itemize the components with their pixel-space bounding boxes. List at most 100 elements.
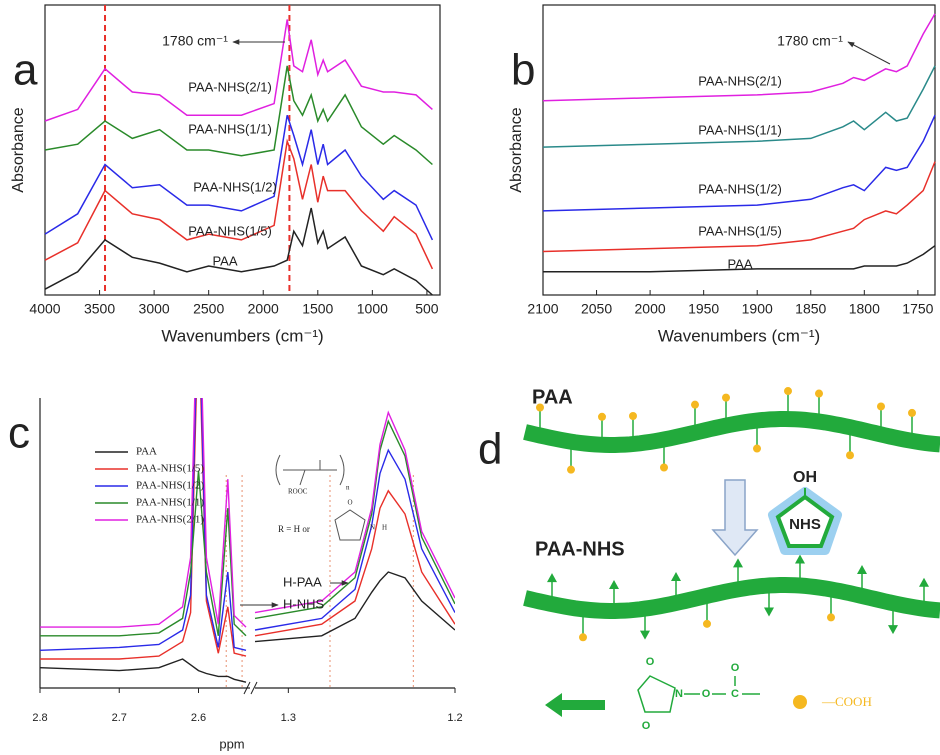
cooh-dot [579,633,587,642]
series-label: PAA-NHS(1/2) [698,181,782,196]
legend-arrow [545,693,605,717]
nhs-arrow [733,558,743,568]
atom-label: O [642,720,651,732]
spectrum-line [542,114,936,212]
legend-label: PAA-NHS(1/1) [136,497,204,509]
polymer-label: PAA-NHS [535,538,625,560]
legend-label: PAA-NHS(2/1) [136,514,204,526]
x-tick-label: 2.7 [112,712,127,724]
series-label: PAA [212,253,237,268]
legend-label: —COOH [821,694,872,709]
nhs-arrow [547,573,557,583]
x-axis-label: Wavenumbers (cm⁻¹) [658,326,820,345]
nmr-line [40,470,247,637]
nmr-line [40,398,247,651]
x-tick-label: 1850 [795,301,826,317]
atom-label: O [731,662,740,674]
x-tick-label: 2000 [248,301,279,317]
cooh-dot [846,451,854,460]
y-axis-label: Absorbance [10,107,27,192]
cooh-dot [536,403,544,412]
reagent-label: NHS [789,516,821,533]
cooh-dot [877,402,885,411]
polymer-backbone [523,411,940,453]
legend-label: PAA-NHS(1/2) [136,480,204,492]
atom-label: O [646,656,655,668]
series-label: PAA-NHS(1/5) [698,223,782,238]
atom-label: O [702,688,711,700]
x-tick-label: 2500 [193,301,224,317]
nhs-arrow [919,577,929,587]
x-tick-label: 1950 [688,301,719,317]
atom-label: N [675,688,683,700]
legend-dot [793,695,807,709]
spectrum-line [542,13,936,102]
x-tick-label: 2050 [581,301,612,317]
cooh-dot [703,619,711,628]
structure-label: R = H or [278,524,310,534]
x-axis-label: ppm [219,736,244,751]
cooh-dot [629,412,637,421]
x-tick-label: 1800 [849,301,880,317]
structure-label: O [347,499,352,507]
polymer-label: PAA [532,386,573,408]
nhs-arrow [888,625,898,635]
nhs-arrow [764,607,774,617]
annotation: 1780 cm⁻¹ [162,33,228,49]
nhs-arrow [640,630,650,640]
axis-break [243,681,258,695]
cooh-dot [827,613,835,622]
cooh-dot [567,465,575,474]
structure-label: ROOC [288,488,308,496]
cooh-dot [815,389,823,398]
nmr-line [40,398,247,628]
annotation: 1780 cm⁻¹ [777,33,843,49]
series-label: PAA-NHS(1/1) [188,121,272,136]
series-label: PAA-NHS(1/2) [193,179,277,194]
series-label: PAA-NHS(1/1) [698,122,782,137]
nmr-line [40,658,247,683]
series-label: PAA-NHS(2/1) [188,79,272,94]
nhs-ring [775,494,835,548]
nhs-arrow [795,554,805,564]
bracket [275,454,345,486]
spectrum-line [44,138,434,270]
structure-label: n [346,484,350,492]
nmr-line [254,489,455,637]
nhs-arrow [857,564,867,574]
panel-letter: c [8,409,30,458]
cooh-dot [722,393,730,402]
structure-label: N [370,524,375,532]
cooh-dot [660,463,668,472]
x-tick-label: 2100 [527,301,558,317]
x-axis-label: Wavenumbers (cm⁻¹) [161,326,323,345]
spectrum-line [542,65,936,148]
x-tick-label: 1.2 [447,712,462,724]
series-label: PAA-NHS(1/5) [188,223,272,238]
x-tick-label: 1.3 [281,712,296,724]
nmr-line [254,410,455,614]
x-tick-label: 1500 [302,301,333,317]
cooh-dot [908,408,916,417]
spectrum-line [44,19,433,122]
ester-ring [637,675,676,713]
x-tick-label: 2.8 [32,712,47,724]
x-tick-label: 3000 [139,301,170,317]
reagent-group: OH [793,469,817,486]
x-tick-label: 1000 [357,301,388,317]
nmr-line [254,571,455,643]
annotation: H-PAA [283,574,322,589]
nhs-arrow [609,579,619,589]
nmr-line [40,398,247,660]
plot-frame [542,4,936,296]
cooh-dot [784,387,792,396]
polymer-backbone [523,577,940,619]
x-tick-label: 3500 [84,301,115,317]
x-tick-label: 2.6 [191,712,206,724]
spectrum-line [542,161,936,253]
nhs-arrow [671,572,681,582]
x-tick-label: 1900 [742,301,773,317]
annotation-arrow [847,41,891,65]
